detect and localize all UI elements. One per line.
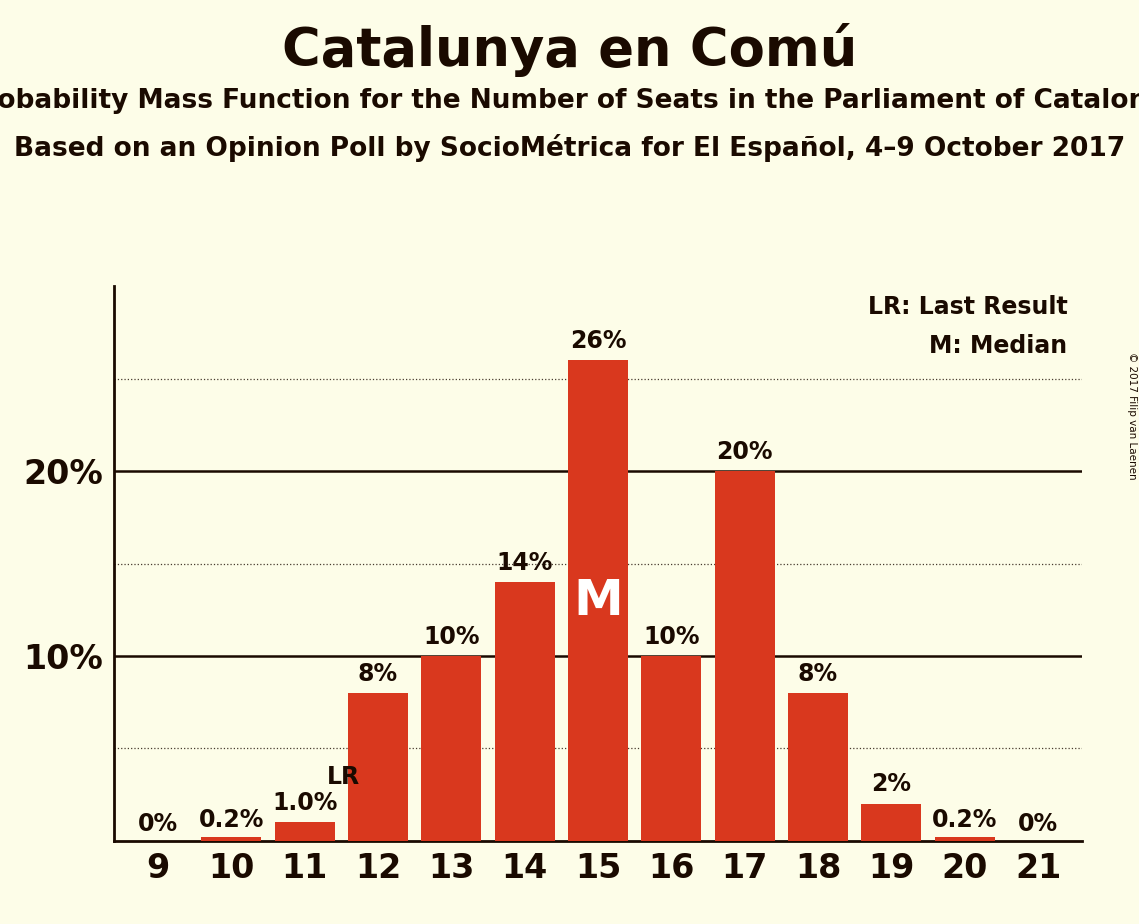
Bar xyxy=(494,582,555,841)
Bar xyxy=(347,693,408,841)
Text: M: Median: M: Median xyxy=(929,334,1067,358)
Text: LR: LR xyxy=(327,765,360,789)
Text: 1.0%: 1.0% xyxy=(272,791,337,815)
Text: © 2017 Filip van Laenen: © 2017 Filip van Laenen xyxy=(1126,352,1137,480)
Text: M: M xyxy=(573,577,623,625)
Bar xyxy=(641,656,702,841)
Text: 0%: 0% xyxy=(1018,812,1058,836)
Bar xyxy=(861,804,921,841)
Text: 0.2%: 0.2% xyxy=(932,808,998,832)
Text: 0%: 0% xyxy=(138,812,178,836)
Bar xyxy=(274,822,335,841)
Text: Probability Mass Function for the Number of Seats in the Parliament of Catalonia: Probability Mass Function for the Number… xyxy=(0,88,1139,114)
Bar xyxy=(421,656,482,841)
Text: 14%: 14% xyxy=(497,551,552,575)
Bar xyxy=(568,360,628,841)
Text: 26%: 26% xyxy=(570,329,626,353)
Text: 0.2%: 0.2% xyxy=(198,808,264,832)
Text: Based on an Opinion Poll by SocioMétrica for El Español, 4–9 October 2017: Based on an Opinion Poll by SocioMétrica… xyxy=(14,134,1125,162)
Text: 10%: 10% xyxy=(423,625,480,649)
Text: 2%: 2% xyxy=(871,772,911,796)
Bar xyxy=(202,837,261,841)
Text: 8%: 8% xyxy=(358,662,398,686)
Text: Catalunya en Comú: Catalunya en Comú xyxy=(281,23,858,77)
Bar xyxy=(714,471,775,841)
Text: 20%: 20% xyxy=(716,440,773,464)
Text: LR: Last Result: LR: Last Result xyxy=(868,295,1067,319)
Text: 10%: 10% xyxy=(644,625,699,649)
Bar xyxy=(788,693,849,841)
Text: 8%: 8% xyxy=(798,662,838,686)
Bar xyxy=(935,837,994,841)
